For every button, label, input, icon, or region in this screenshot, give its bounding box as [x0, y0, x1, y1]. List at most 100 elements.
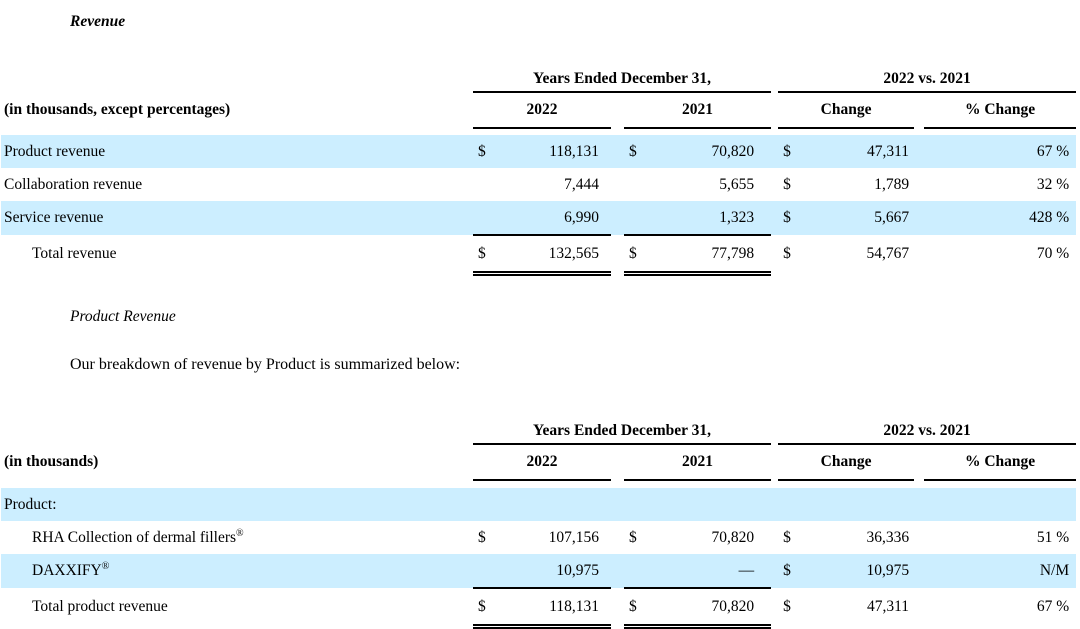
column-gap — [611, 92, 624, 128]
currency-cell: $ — [783, 598, 791, 616]
value-2022: 10,975 — [497, 554, 611, 589]
subsection-heading-product-revenue: Product Revenue — [70, 308, 176, 325]
currency-cell — [473, 201, 497, 236]
group-header-2022-vs-2021: 2022 vs. 2021 — [778, 62, 1077, 93]
column-gap — [914, 554, 924, 588]
table-row-total-revenue: Total revenue $ 132,565 $ 77,798 $ 54,76… — [1, 235, 1076, 276]
group-header-2022-vs-2021: 2022 vs. 2021 — [778, 414, 1077, 445]
currency-cell: $ — [783, 209, 791, 226]
column-gap — [771, 235, 778, 274]
group-header-row: Years Ended December 31, 2022 vs. 2021 — [1, 414, 1077, 445]
column-gap — [771, 168, 778, 201]
column-gap — [611, 444, 624, 480]
column-gap — [771, 201, 778, 235]
spacer-cell — [771, 62, 778, 92]
currency-cell — [473, 168, 497, 201]
column-gap — [914, 168, 924, 201]
column-gap — [611, 554, 624, 588]
currency-cell: $ — [629, 528, 637, 546]
product-revenue-table: Years Ended December 31, 2022 vs. 2021 (… — [1, 414, 1077, 629]
currency-cell: $ — [783, 245, 791, 263]
registered-trademark-symbol: ® — [101, 560, 110, 572]
column-gap — [611, 521, 624, 554]
value-change: 10,975 — [866, 562, 910, 579]
currency-cell — [624, 201, 648, 236]
value-change: 36,336 — [866, 528, 910, 546]
currency-cell — [624, 554, 648, 589]
value-2021: 70,820 — [711, 528, 755, 546]
spacer-row — [1, 128, 1076, 135]
value-pct-change — [924, 488, 1076, 521]
section-heading-revenue: Revenue — [70, 13, 126, 30]
currency-cell: $ — [478, 142, 486, 160]
row-label: Total product revenue — [32, 598, 168, 616]
column-gap — [914, 488, 924, 521]
group-header-years-ended: Years Ended December 31, — [473, 62, 772, 93]
column-gap — [771, 588, 778, 627]
currency-cell: $ — [473, 235, 497, 276]
column-gap — [914, 92, 924, 128]
value-change — [802, 488, 914, 521]
column-gap — [611, 488, 624, 521]
currency-cell: $ — [478, 528, 486, 546]
table-row-product-group: Product: — [1, 488, 1077, 521]
column-gap — [771, 92, 778, 128]
column-gap — [914, 235, 924, 274]
column-gap — [914, 135, 924, 168]
currency-cell: $ — [473, 588, 497, 629]
currency-cell: $ — [624, 235, 648, 276]
value-2022: 7,444 — [564, 175, 599, 193]
value-2021: 1,323 — [648, 201, 772, 236]
column-gap — [611, 588, 624, 627]
currency-cell — [778, 488, 802, 521]
column-gap — [771, 135, 778, 168]
value-2022: 118,131 — [497, 588, 611, 629]
value-change: 54,767 — [866, 245, 910, 263]
row-label: DAXXIFY® — [32, 560, 110, 579]
currency-cell: $ — [783, 562, 791, 579]
value-2021: 77,798 — [648, 235, 772, 276]
column-header-change: Change — [778, 444, 915, 481]
currency-cell — [473, 488, 497, 521]
value-2021: — — [648, 554, 772, 589]
column-gap — [611, 135, 624, 168]
spacer-cell — [1, 414, 473, 444]
table-row-total-product-revenue: Total product revenue $ 118,131 $ 70,820… — [1, 588, 1076, 629]
group-header-years-ended: Years Ended December 31, — [473, 414, 772, 445]
revenue-summary-table: Years Ended December 31, 2022 vs. 2021 (… — [1, 62, 1077, 276]
column-gap — [611, 168, 624, 201]
value-2021: 5,655 — [719, 175, 755, 193]
column-header-row: (in thousands, except percentages) 2022 … — [1, 92, 1077, 129]
column-gap — [914, 588, 924, 627]
column-gap — [611, 235, 624, 274]
value-2021 — [648, 488, 771, 521]
value-2022 — [497, 488, 611, 521]
row-label: Product revenue — [4, 142, 106, 160]
table-caption-label: (in thousands, except percentages) — [4, 101, 231, 118]
value-pct-change: 428 % — [1029, 209, 1070, 226]
value-2022: 132,565 — [497, 235, 611, 276]
currency-cell — [624, 168, 648, 201]
row-label: Product: — [4, 495, 57, 513]
column-gap — [914, 201, 924, 235]
value-change: 1,789 — [874, 175, 910, 193]
value-2021: 70,820 — [711, 142, 755, 160]
currency-cell: $ — [783, 142, 791, 160]
value-pct-change: 67 % — [1036, 142, 1070, 160]
registered-trademark-symbol: ® — [236, 527, 244, 539]
currency-cell — [624, 488, 648, 521]
currency-cell: $ — [629, 142, 637, 160]
column-gap — [771, 521, 778, 554]
table-row-product-revenue: Product revenue $ 118,131 $ 70,820 $ 47,… — [1, 135, 1077, 168]
column-gap — [771, 444, 778, 480]
value-2022: 118,131 — [549, 142, 599, 160]
value-change: 47,311 — [867, 142, 910, 160]
currency-cell: $ — [624, 588, 648, 629]
currency-cell: $ — [783, 528, 791, 546]
row-label: Service revenue — [4, 209, 104, 226]
table-row-service-revenue: Service revenue 6,990 1,323 $ 5,667 428 … — [1, 201, 1077, 236]
column-header-pct-change: % Change — [924, 444, 1077, 481]
value-pct-change: 67 % — [1036, 598, 1070, 616]
value-2022: 6,990 — [497, 201, 611, 236]
